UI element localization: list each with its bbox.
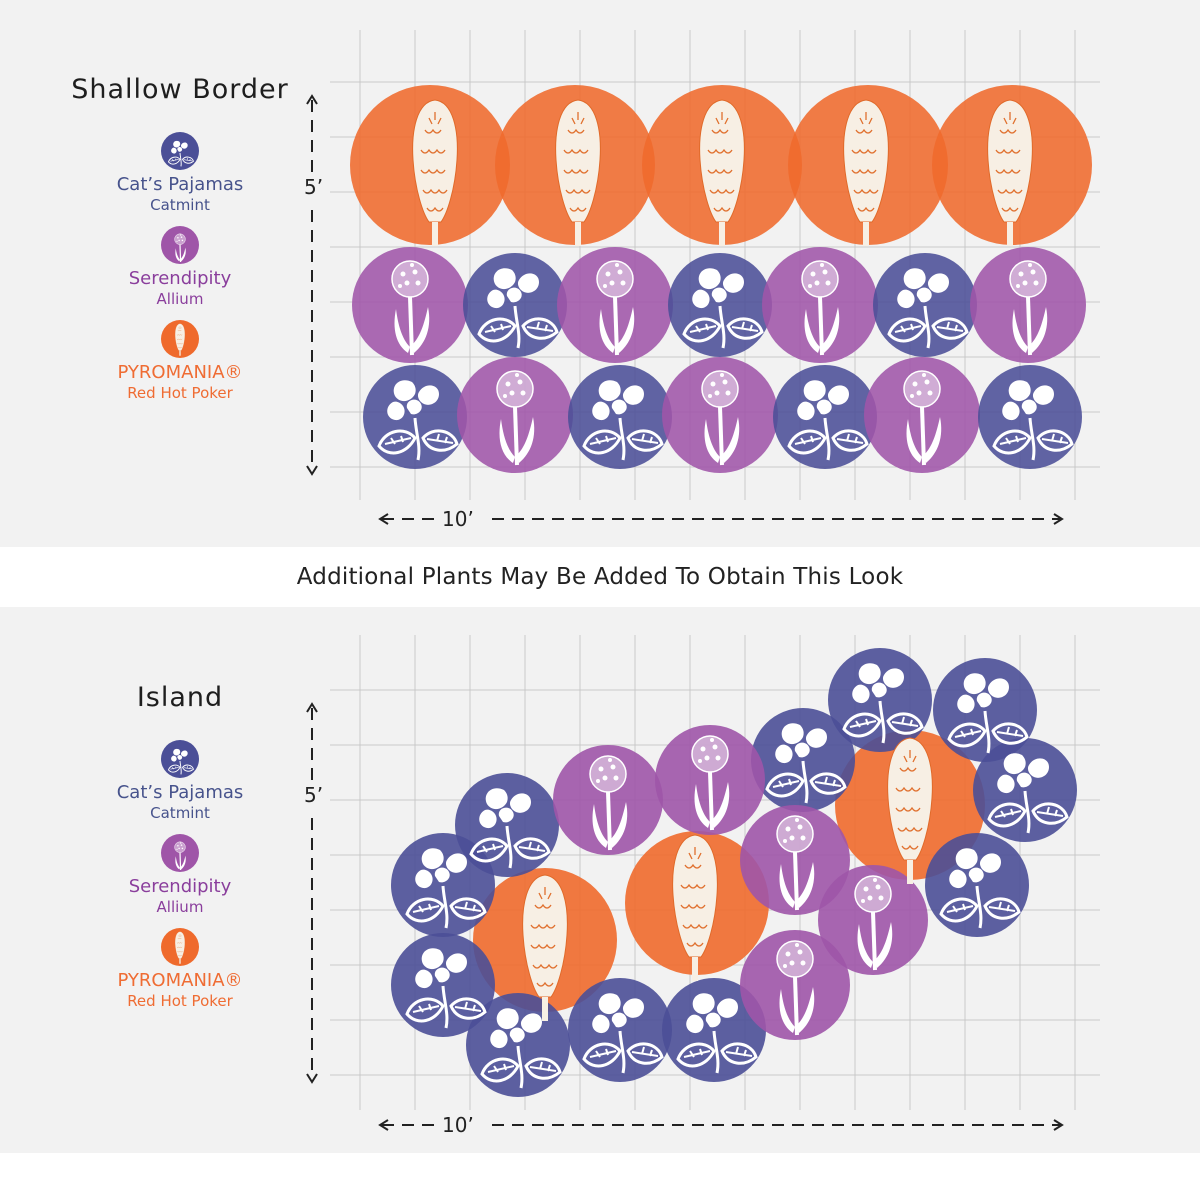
red-hot-poker-icon	[161, 928, 199, 966]
legend-name: Cat’s Pajamas	[116, 782, 244, 803]
island-width-arrow	[378, 1119, 1064, 1131]
shallow-depth-label: 5’	[300, 175, 328, 199]
legend-type: Allium	[156, 898, 204, 916]
legend-type: Red Hot Poker	[127, 384, 233, 402]
catmint-icon	[161, 132, 199, 170]
legend-allium: Serendipity Allium	[60, 226, 300, 308]
legend-type: Allium	[156, 290, 204, 308]
catmint-icon	[161, 740, 199, 778]
legend-allium: Serendipity Allium	[60, 834, 300, 916]
red-hot-poker-icon	[161, 320, 199, 358]
legend-poker: PYROMANIA® Red Hot Poker	[60, 928, 300, 1010]
island-depth-arrow	[306, 702, 318, 1084]
legend-name: Serendipity	[128, 876, 232, 897]
legend-catmint: Cat’s Pajamas Catmint	[60, 132, 300, 214]
shallow-width-label: 10’	[438, 507, 478, 531]
legend-name: PYROMANIA®	[117, 362, 243, 383]
legend-catmint: Cat’s Pajamas Catmint	[60, 740, 300, 822]
legend-type: Catmint	[150, 804, 210, 822]
shallow-width-arrow	[378, 513, 1064, 525]
island-title: Island	[136, 682, 224, 713]
allium-icon	[161, 226, 199, 264]
additional-plants-note: Additional Plants May Be Added To Obtain…	[296, 564, 904, 590]
shallow-row-2	[352, 247, 1086, 363]
legend-type: Catmint	[150, 196, 210, 214]
legend-poker: PYROMANIA® Red Hot Poker	[60, 320, 300, 402]
shallow-border-title: Shallow Border	[71, 74, 289, 105]
legend-type: Red Hot Poker	[127, 992, 233, 1010]
island-depth-label: 5’	[300, 783, 328, 807]
legend-name: Serendipity	[128, 268, 232, 289]
legend-name: Cat’s Pajamas	[116, 174, 244, 195]
island-width-label: 10’	[438, 1113, 478, 1137]
shallow-depth-arrow	[306, 94, 318, 476]
allium-icon	[161, 834, 199, 872]
legend-name: PYROMANIA®	[117, 970, 243, 991]
